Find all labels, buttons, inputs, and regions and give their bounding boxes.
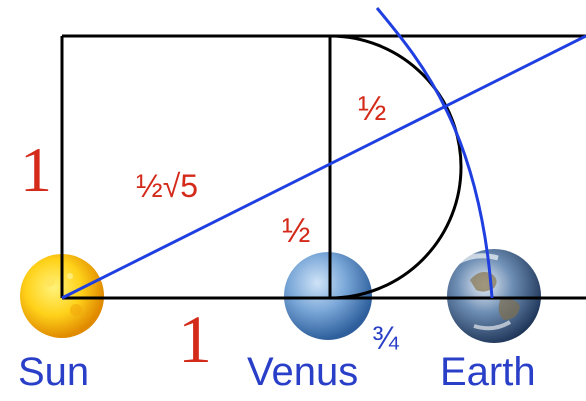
hypotenuse-label: ½√5 bbox=[136, 168, 199, 204]
three-quarters-label: ¾ bbox=[372, 320, 399, 356]
earth-image bbox=[447, 249, 541, 343]
earth-label: Earth bbox=[440, 350, 536, 394]
base-length-label: 1 bbox=[178, 301, 212, 377]
earth-orbit-arc bbox=[375, 7, 494, 299]
sun-label: Sun bbox=[18, 350, 90, 394]
sun-diagonal-line bbox=[61, 34, 586, 300]
golden-rectangle bbox=[60, 34, 586, 300]
half-circle-arc bbox=[329, 34, 463, 300]
side-length-label: 1 bbox=[20, 134, 52, 205]
half-arc-label: ½ bbox=[358, 90, 387, 128]
venus-label: Venus bbox=[247, 350, 359, 394]
venus-image bbox=[284, 252, 372, 340]
half-vertical-label: ½ bbox=[282, 212, 311, 250]
